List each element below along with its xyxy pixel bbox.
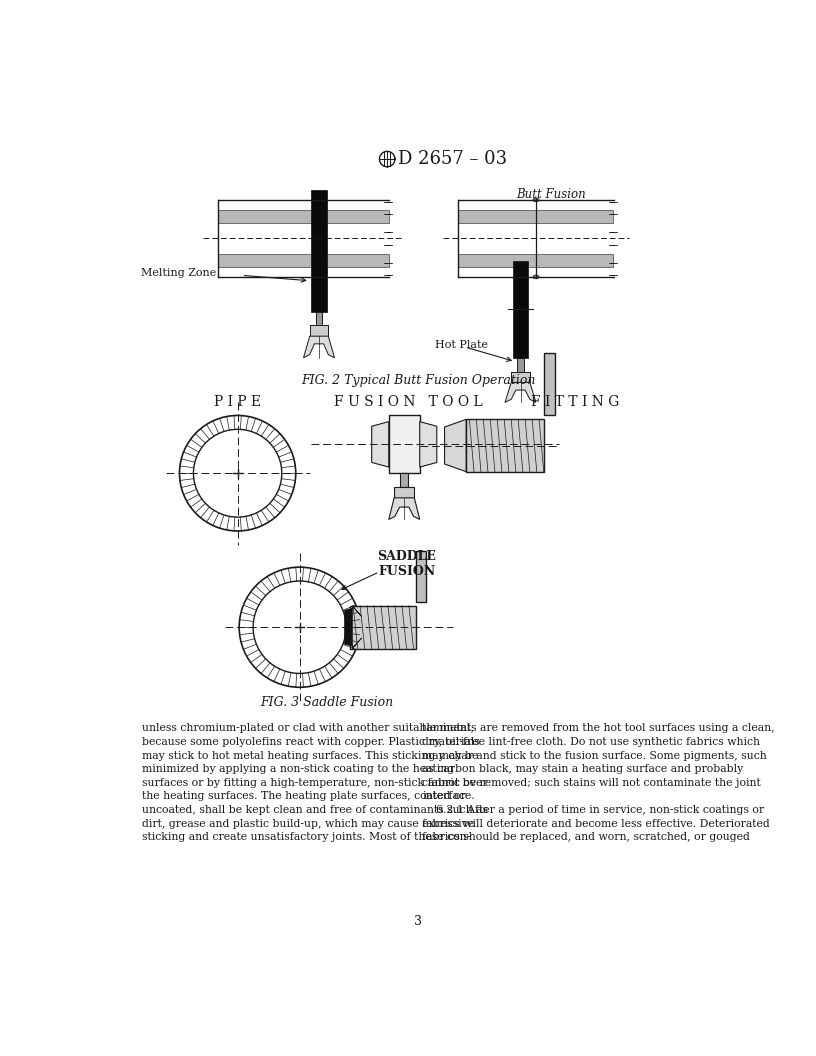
Text: Butt Fusion: Butt Fusion bbox=[517, 188, 587, 201]
Bar bbox=[350, 606, 416, 648]
Bar bbox=[517, 358, 524, 372]
Text: D 2657 – 03: D 2657 – 03 bbox=[398, 150, 508, 168]
Text: 3: 3 bbox=[415, 914, 422, 928]
Polygon shape bbox=[445, 419, 466, 472]
Text: Hot Plate: Hot Plate bbox=[435, 340, 488, 350]
Bar bbox=[218, 253, 388, 267]
Text: P I P E: P I P E bbox=[214, 395, 261, 410]
Bar bbox=[394, 487, 415, 497]
Polygon shape bbox=[372, 421, 388, 467]
Bar bbox=[459, 210, 614, 223]
Polygon shape bbox=[505, 382, 536, 402]
Bar bbox=[310, 325, 328, 336]
Text: taminants are removed from the hot tool surfaces using a clean,
dry, oil-free li: taminants are removed from the hot tool … bbox=[422, 723, 774, 843]
Text: F I T T I N G: F I T T I N G bbox=[530, 395, 619, 410]
Text: unless chromium-plated or clad with another suitable metal,
because some polyole: unless chromium-plated or clad with anot… bbox=[142, 723, 488, 843]
Text: F U S I O N   T O O L: F U S I O N T O O L bbox=[334, 395, 482, 410]
Text: FIG. 3 Saddle Fusion: FIG. 3 Saddle Fusion bbox=[260, 696, 393, 710]
Polygon shape bbox=[304, 336, 335, 358]
Bar bbox=[311, 190, 326, 312]
Bar bbox=[466, 419, 543, 472]
Text: SADDLE
FUSION: SADDLE FUSION bbox=[377, 550, 436, 578]
Bar bbox=[459, 253, 614, 267]
Polygon shape bbox=[388, 497, 419, 520]
Bar bbox=[218, 210, 388, 223]
Bar bbox=[388, 415, 419, 473]
Polygon shape bbox=[344, 606, 361, 648]
Bar bbox=[316, 312, 322, 325]
Bar bbox=[416, 551, 426, 602]
Text: FIG. 2 Typical Butt Fusion Operation: FIG. 2 Typical Butt Fusion Operation bbox=[301, 374, 535, 388]
Ellipse shape bbox=[533, 197, 539, 202]
Text: Melting Zone: Melting Zone bbox=[141, 268, 217, 278]
Bar bbox=[401, 473, 408, 487]
Bar bbox=[512, 262, 528, 358]
Bar bbox=[543, 353, 555, 415]
Ellipse shape bbox=[533, 275, 539, 279]
Polygon shape bbox=[419, 421, 437, 467]
Bar bbox=[511, 372, 530, 382]
